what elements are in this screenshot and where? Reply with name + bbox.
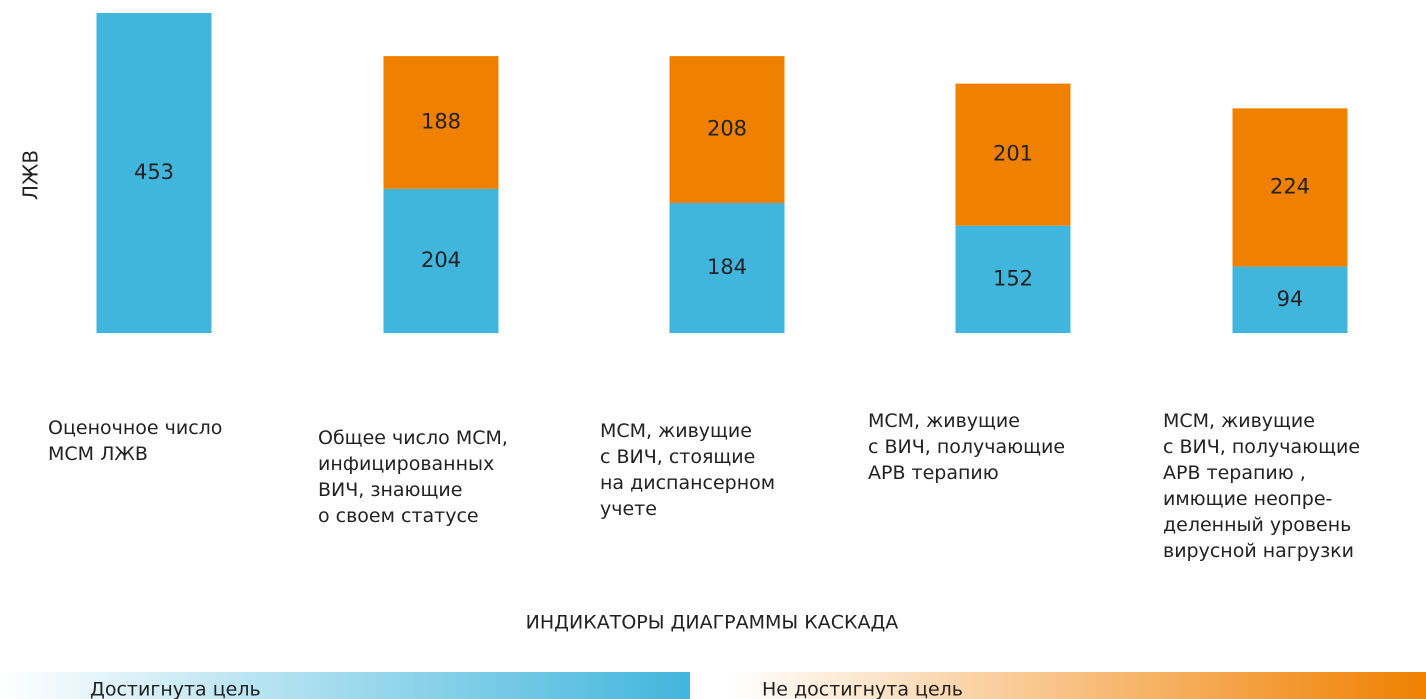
- bar-segment: [955, 83, 1071, 226]
- bar-segment: [96, 13, 212, 333]
- value-label: 204: [421, 248, 461, 272]
- value-label: 152: [993, 266, 1033, 290]
- legend-label: Не достигнута цель: [762, 679, 963, 699]
- category-label: МСМ, живущие с ВИЧ, стоящие на диспансер…: [600, 420, 776, 520]
- category-label: Общее число МСМ, инфицированных ВИЧ, зна…: [318, 427, 508, 527]
- value-label: 208: [707, 117, 747, 141]
- legend-label: Достигнута цель: [90, 679, 261, 699]
- bar-segment: [1232, 108, 1348, 267]
- legend-swatch: [730, 672, 1426, 699]
- bar-segment: [669, 203, 785, 333]
- category-label: Оценочное число МСМ ЛЖВ: [48, 417, 223, 465]
- y-axis-label: ЛЖВ: [19, 150, 43, 200]
- bar-segment: [955, 225, 1071, 333]
- value-label: 453: [134, 160, 174, 184]
- value-label: 224: [1270, 174, 1310, 198]
- bar-segment: [1232, 266, 1348, 333]
- value-label: 184: [707, 255, 747, 279]
- legend-swatch: [0, 672, 690, 699]
- category-label: МСМ, живущие с ВИЧ, получающие АРВ терап…: [868, 410, 1066, 484]
- bar-segment: [383, 56, 499, 189]
- category-label: МСМ, живущие с ВИЧ, получающие АРВ терап…: [1163, 410, 1361, 562]
- bar-segment: [383, 188, 499, 333]
- value-label: 201: [993, 142, 1033, 166]
- value-label: 94: [1277, 287, 1304, 311]
- value-label: 188: [421, 109, 461, 133]
- x-axis-label: ИНДИКАТОРЫ ДИАГРАММЫ КАСКАДА: [526, 612, 899, 634]
- bar-segment: [669, 56, 785, 204]
